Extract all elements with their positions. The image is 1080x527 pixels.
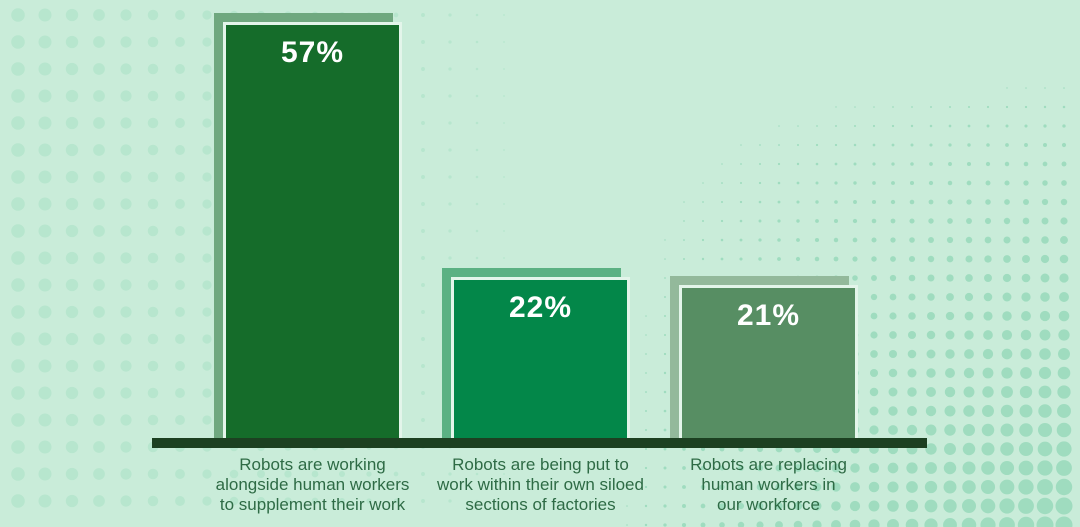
bar-category-label: Robots are being put to work within thei… xyxy=(437,455,644,514)
chart-bar: 22% xyxy=(442,268,630,438)
bar-value-label: 22% xyxy=(508,291,573,324)
bar-fill: 57% xyxy=(223,22,402,438)
bar-category-label: Robots are replacing human workers in ou… xyxy=(690,455,847,514)
chart-bar: 21% xyxy=(670,276,858,438)
bar-value-label: 57% xyxy=(280,36,345,69)
bar-fill: 21% xyxy=(679,285,858,438)
chart-bar: 57% xyxy=(214,13,402,438)
bar-value-label: 21% xyxy=(736,299,801,332)
x-axis-line xyxy=(152,438,927,448)
bar-fill: 22% xyxy=(451,277,630,438)
